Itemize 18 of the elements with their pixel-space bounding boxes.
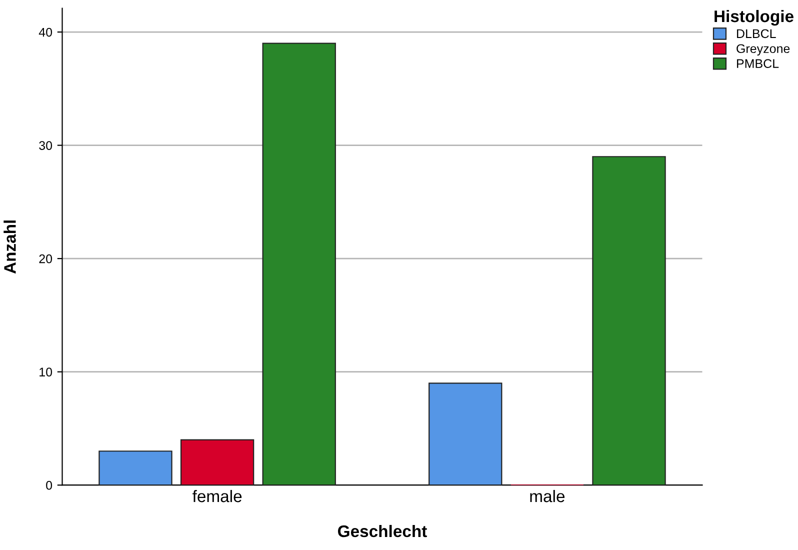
y-tick-label: 20 — [39, 254, 52, 264]
y-tick-label: 30 — [39, 141, 52, 150]
x-axis-title: Geschlecht — [338, 524, 427, 538]
y-tick-label: 0 — [46, 480, 52, 490]
bar — [98, 450, 172, 486]
legend-label: Greyzone — [736, 44, 790, 56]
legend-title: Histologie — [714, 10, 794, 26]
y-tick-label: 40 — [38, 28, 52, 37]
bar — [262, 42, 336, 486]
bar — [180, 439, 254, 486]
x-tick-label: female — [192, 490, 242, 502]
legend-label: PMBCL — [737, 59, 779, 68]
legend-label: DLBCL — [737, 29, 776, 38]
bar — [592, 156, 666, 486]
y-axis-title: Anzahl — [4, 220, 16, 274]
y-tick-label: 10 — [40, 368, 52, 376]
x-tick-label: male — [530, 490, 565, 502]
bar — [428, 382, 502, 486]
